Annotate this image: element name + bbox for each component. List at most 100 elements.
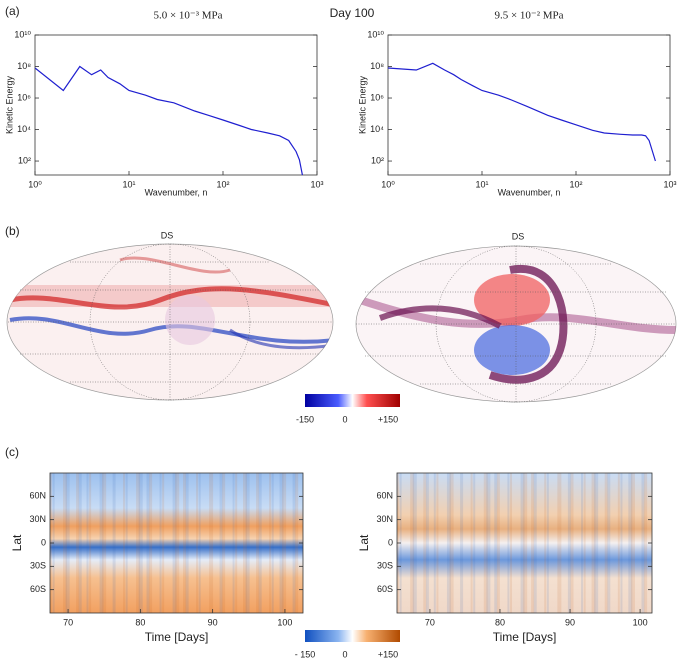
y-tick-label: 10⁶ bbox=[17, 92, 31, 102]
streak bbox=[125, 473, 128, 613]
y-tick-label: 0 bbox=[388, 537, 393, 547]
y-tick-label: 30S bbox=[30, 561, 46, 571]
x-axis-label: Time [Days] bbox=[145, 630, 209, 644]
streak bbox=[172, 473, 177, 613]
x-tick-label: 10¹ bbox=[122, 179, 135, 189]
y-tick-label: 60S bbox=[30, 584, 46, 594]
y-tick-label: 60N bbox=[376, 491, 393, 501]
streak bbox=[507, 473, 510, 613]
streak bbox=[136, 473, 141, 613]
streak bbox=[258, 473, 262, 613]
streak bbox=[581, 473, 584, 613]
streak bbox=[162, 473, 165, 613]
streak bbox=[235, 473, 238, 613]
streak bbox=[617, 473, 620, 613]
x-tick-label: 10³ bbox=[663, 179, 676, 189]
streak bbox=[183, 473, 187, 613]
streak bbox=[159, 473, 162, 613]
streak bbox=[544, 473, 547, 613]
streak bbox=[446, 473, 451, 613]
hovmoller-streaks bbox=[50, 473, 299, 613]
colorbar-label: +150 bbox=[378, 414, 398, 424]
streak bbox=[641, 473, 645, 613]
streak bbox=[520, 473, 525, 613]
x-tick-label: 80 bbox=[135, 617, 145, 627]
y-tick-label: 10² bbox=[371, 155, 384, 165]
streak bbox=[222, 473, 226, 613]
y-tick-label: 10⁶ bbox=[370, 92, 384, 102]
x-tick-label: 10² bbox=[216, 179, 229, 189]
streak bbox=[219, 473, 223, 613]
streak bbox=[591, 473, 596, 613]
map-right bbox=[355, 245, 677, 403]
streak bbox=[65, 473, 70, 613]
x-tick-label: 70 bbox=[63, 617, 73, 627]
streak bbox=[630, 473, 635, 613]
streak bbox=[607, 473, 611, 613]
colorbar bbox=[305, 630, 400, 642]
spectrum-line bbox=[388, 62, 656, 162]
streak bbox=[533, 473, 537, 613]
streak bbox=[594, 473, 599, 613]
streak bbox=[570, 473, 574, 613]
y-tick-label: 10¹⁰ bbox=[14, 29, 31, 39]
streak bbox=[123, 473, 126, 613]
x-tick-label: 10⁰ bbox=[28, 179, 42, 189]
panel-label: (a) bbox=[5, 4, 20, 18]
streak bbox=[412, 473, 417, 613]
streak bbox=[112, 473, 116, 613]
y-tick-label: 60S bbox=[377, 584, 393, 594]
x-tick-label: 90 bbox=[565, 617, 575, 627]
hovmoller-field bbox=[50, 473, 303, 613]
y-tick-label: 10⁸ bbox=[370, 61, 384, 71]
streak bbox=[256, 473, 260, 613]
y-tick-label: 10⁴ bbox=[370, 124, 384, 134]
streak bbox=[486, 473, 491, 613]
streak bbox=[185, 473, 189, 613]
x-tick-label: 90 bbox=[208, 617, 218, 627]
y-tick-label: 30N bbox=[376, 514, 393, 524]
x-axis-label: Wavenumber, n bbox=[498, 187, 561, 197]
colorbar-label: 0 bbox=[342, 414, 347, 424]
streak bbox=[523, 473, 528, 613]
y-axis-label: Kinetic Energy bbox=[4, 75, 14, 134]
spectrum-line bbox=[35, 65, 303, 175]
y-tick-label: 60N bbox=[29, 491, 46, 501]
streak bbox=[583, 473, 586, 613]
y-tick-label: 30S bbox=[377, 561, 393, 571]
x-tick-label: 100 bbox=[633, 617, 648, 627]
map-title: DS bbox=[161, 230, 174, 240]
streak bbox=[146, 473, 150, 613]
streak bbox=[460, 473, 464, 613]
streak bbox=[63, 473, 68, 613]
y-tick-label: 30N bbox=[29, 514, 46, 524]
x-tick-label: 10³ bbox=[310, 179, 323, 189]
x-tick-label: 80 bbox=[495, 617, 505, 627]
streak bbox=[496, 473, 500, 613]
streak bbox=[604, 473, 608, 613]
chart-title: 5.0 × 10⁻³ MPa bbox=[153, 10, 222, 22]
colorbar-label: - 150 bbox=[295, 649, 316, 659]
streak bbox=[102, 473, 107, 613]
x-tick-label: 70 bbox=[425, 617, 435, 627]
y-tick-label: 10⁸ bbox=[17, 61, 31, 71]
streak bbox=[473, 473, 476, 613]
streak bbox=[175, 473, 180, 613]
streak bbox=[89, 473, 92, 613]
streak bbox=[279, 473, 284, 613]
x-tick-label: 100 bbox=[277, 617, 292, 627]
y-tick-label: 10¹⁰ bbox=[367, 29, 384, 39]
x-tick-label: 10⁰ bbox=[381, 179, 395, 189]
streak bbox=[494, 473, 498, 613]
panel-label: (c) bbox=[5, 445, 19, 459]
streak bbox=[282, 473, 287, 613]
streak bbox=[196, 473, 199, 613]
streak bbox=[557, 473, 562, 613]
streak bbox=[620, 473, 623, 613]
streak bbox=[138, 473, 143, 613]
y-axis-label: Lat bbox=[357, 534, 371, 551]
streak bbox=[232, 473, 235, 613]
streak bbox=[76, 473, 80, 613]
colorbar-label: 0 bbox=[342, 649, 347, 659]
